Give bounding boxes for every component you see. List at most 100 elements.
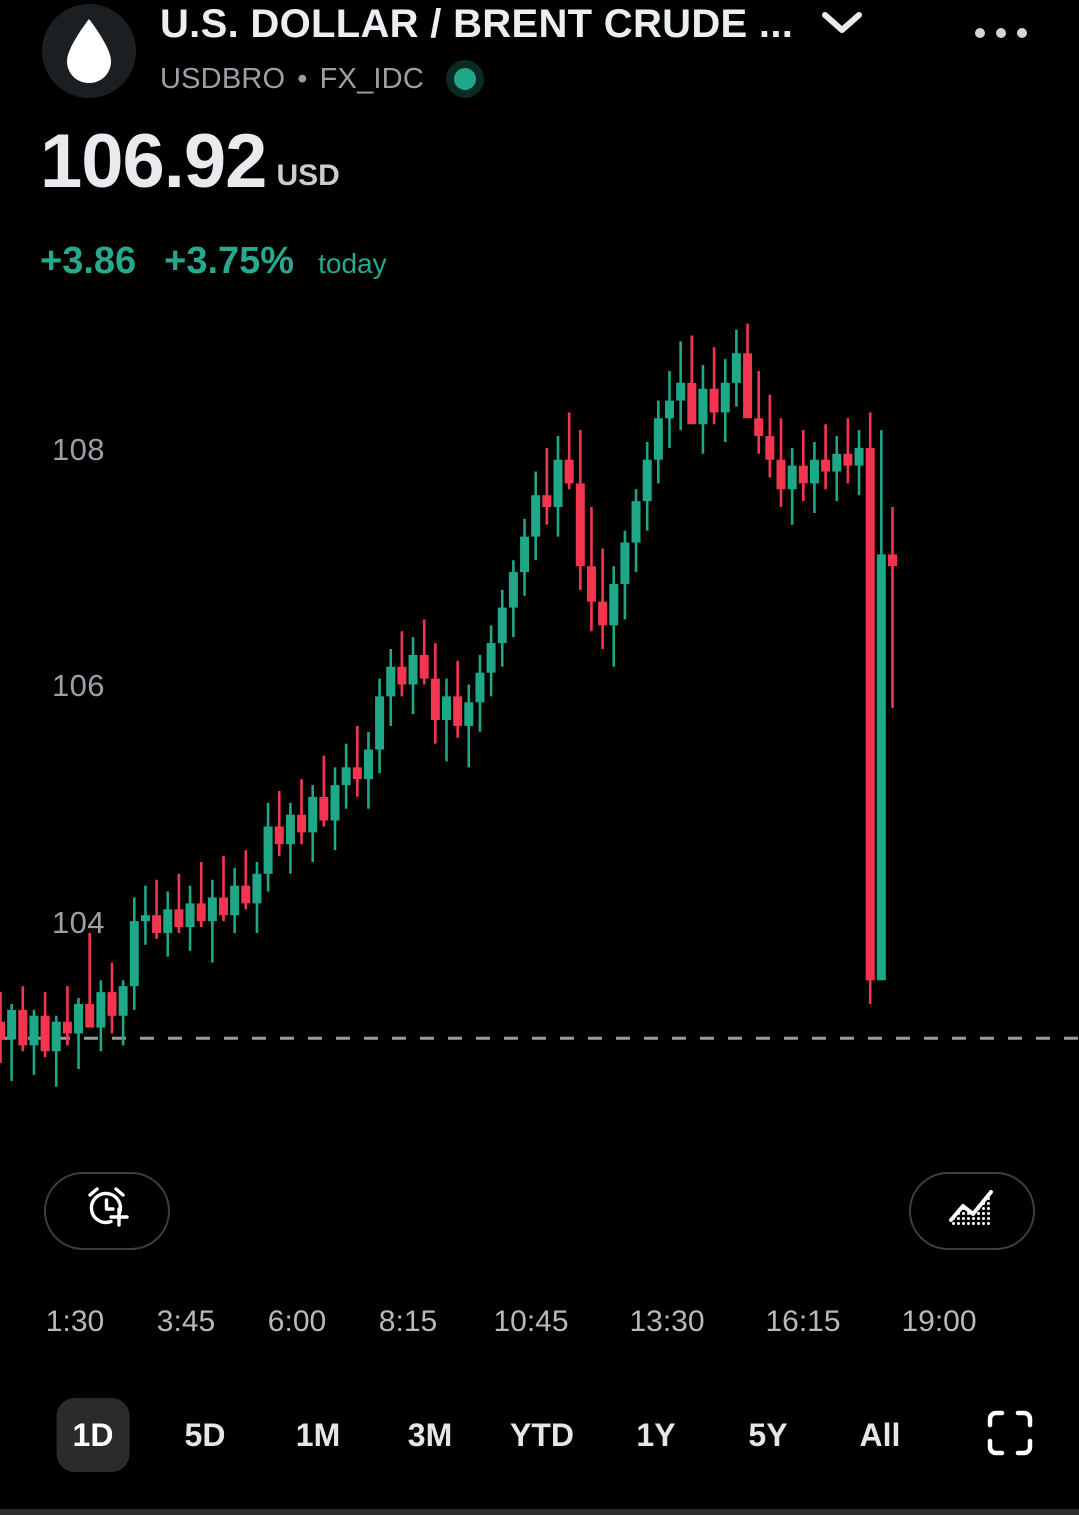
candle-body xyxy=(442,696,451,720)
candle-body xyxy=(542,495,552,508)
instrument-header: U.S. DOLLAR / BRENT CRUDE ... USDBRO • F… xyxy=(0,0,1079,300)
candle-body xyxy=(854,447,864,466)
candle-body xyxy=(196,903,206,922)
price-axis-label: 108 xyxy=(52,431,105,467)
range-tab-1y[interactable]: 1Y xyxy=(636,1416,676,1453)
candle-body xyxy=(631,501,641,543)
time-axis-label: 10:45 xyxy=(493,1305,569,1338)
candle-body xyxy=(586,566,596,602)
candle-body xyxy=(118,986,128,1016)
alarm-clock-plus-icon xyxy=(81,1183,133,1240)
candle-body xyxy=(430,678,440,720)
candle-body xyxy=(319,796,329,821)
candle-body xyxy=(419,654,429,679)
candle-body xyxy=(40,1015,50,1052)
candle-body xyxy=(386,666,396,697)
exchange-name: FX_IDC xyxy=(319,62,424,95)
line-chart-icon xyxy=(946,1186,998,1237)
range-tab-all[interactable]: All xyxy=(859,1416,901,1453)
candle-body xyxy=(475,672,485,703)
candle-body xyxy=(620,542,630,584)
candle-body xyxy=(185,903,195,928)
price-currency: USD xyxy=(276,158,340,192)
time-axis-label: 1:30 xyxy=(45,1305,105,1338)
candle-body xyxy=(876,554,886,981)
subtitle-separator: • xyxy=(297,62,308,95)
candle-body xyxy=(687,382,697,425)
candle-body xyxy=(653,418,663,460)
last-price-row: 106.92 USD xyxy=(40,119,340,204)
price-change-row: +3.86 +3.75% today xyxy=(40,240,387,283)
candle-body xyxy=(720,382,730,413)
market-status-badge xyxy=(445,60,484,98)
add-alert-button[interactable] xyxy=(44,1172,170,1250)
last-price: 106.92 xyxy=(40,119,267,204)
candle-body xyxy=(140,915,150,922)
price-axis-label: 104 xyxy=(52,905,105,941)
range-tab-1d[interactable]: 1D xyxy=(56,1398,130,1472)
range-tab-ytd[interactable]: YTD xyxy=(510,1416,574,1453)
candle-body xyxy=(765,436,775,460)
instrument-subtitle: USDBRO • FX_IDC xyxy=(160,60,484,98)
candle-body xyxy=(453,696,463,726)
range-selector[interactable]: 1D 5D 1M 3M YTD 1Y 5Y All xyxy=(0,1398,1079,1476)
candle-body xyxy=(865,447,875,981)
candle-body xyxy=(207,897,217,922)
candle-body xyxy=(363,749,373,780)
range-tab-5d[interactable]: 5D xyxy=(184,1416,226,1453)
fullscreen-button[interactable] xyxy=(975,1400,1045,1470)
candle-body xyxy=(7,1009,17,1040)
candle-body xyxy=(520,536,530,573)
candle-body xyxy=(352,767,362,780)
more-dot xyxy=(996,28,1006,38)
time-axis: 1:30 3:45 6:00 8:15 10:45 13:30 16:15 19:00 xyxy=(0,1305,1079,1355)
candle-body xyxy=(754,418,764,437)
change-absolute: +3.86 xyxy=(40,240,137,282)
candle-body xyxy=(297,814,307,833)
range-tab-5y[interactable]: 5Y xyxy=(748,1416,788,1453)
candle-body xyxy=(129,921,139,987)
candle-body xyxy=(642,459,652,502)
candle-body xyxy=(174,909,184,928)
range-tab-3m[interactable]: 3M xyxy=(407,1416,453,1453)
indicators-button[interactable] xyxy=(909,1172,1035,1250)
live-status-dot xyxy=(453,68,476,90)
candle-body xyxy=(29,1015,39,1046)
candle-body xyxy=(564,459,574,484)
candle-body xyxy=(809,459,819,484)
candle-body xyxy=(96,992,106,1028)
candle-body xyxy=(776,459,786,490)
price-chart[interactable]: 104 106 108 xyxy=(0,300,1079,1140)
candle-body xyxy=(152,915,162,933)
candle-body xyxy=(464,702,474,726)
candle-body xyxy=(531,495,541,537)
candle-body xyxy=(62,1021,72,1034)
candle-body xyxy=(709,388,719,413)
candle-body xyxy=(508,572,518,608)
candle-body xyxy=(843,453,853,466)
candle-body xyxy=(731,353,741,383)
candle-body xyxy=(497,607,507,644)
more-horizontal-icon[interactable] xyxy=(975,28,1027,38)
candle-body xyxy=(85,1003,95,1028)
time-axis-label: 8:15 xyxy=(378,1305,438,1338)
candle-body xyxy=(219,897,228,916)
more-dot xyxy=(1017,28,1027,38)
chevron-down-icon[interactable] xyxy=(819,8,865,41)
candle-body xyxy=(51,1021,61,1052)
time-axis-label: 19:00 xyxy=(901,1305,977,1338)
time-axis-label: 3:45 xyxy=(156,1305,216,1338)
candle-body xyxy=(665,400,674,419)
candle-body xyxy=(486,643,496,673)
candle-body xyxy=(787,465,797,490)
candle-body xyxy=(798,465,808,484)
page-title: U.S. DOLLAR / BRENT CRUDE ... xyxy=(160,2,794,46)
candle-body xyxy=(230,885,240,916)
candle-body xyxy=(553,459,563,508)
candle-body xyxy=(163,909,173,933)
range-tab-1m[interactable]: 1M xyxy=(295,1416,341,1453)
candle-body xyxy=(676,382,686,401)
title-row[interactable]: U.S. DOLLAR / BRENT CRUDE ... xyxy=(160,2,865,47)
candle-body xyxy=(832,453,842,472)
